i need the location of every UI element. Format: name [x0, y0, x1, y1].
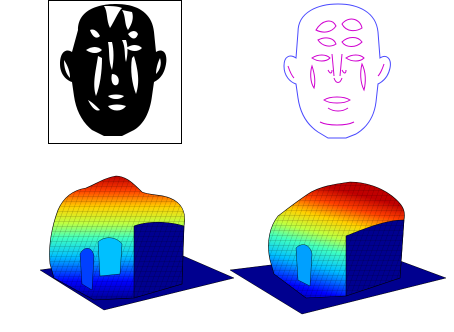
- binary-face-panel: [48, 0, 182, 144]
- surface-plot-left-svg: [39, 175, 234, 311]
- contour-face-panel: [276, 2, 408, 142]
- feature-contours: [287, 18, 385, 126]
- binary-face-image: [48, 0, 182, 144]
- face-silhouette: [60, 4, 167, 136]
- surface-front-wall-mesh: [346, 220, 404, 296]
- surface-plot-right: [226, 170, 446, 330]
- contour-face-image: [283, 3, 391, 139]
- surface-front-wall-mesh: [134, 222, 184, 298]
- face-highlights: [64, 6, 161, 111]
- surface-plot-left: [34, 166, 234, 330]
- surface-valley: [295, 244, 313, 287]
- head-outline: [283, 3, 391, 139]
- surface-valley: [79, 248, 95, 291]
- surface-plot-right-svg: [229, 181, 446, 315]
- surface-valley-2: [97, 237, 123, 277]
